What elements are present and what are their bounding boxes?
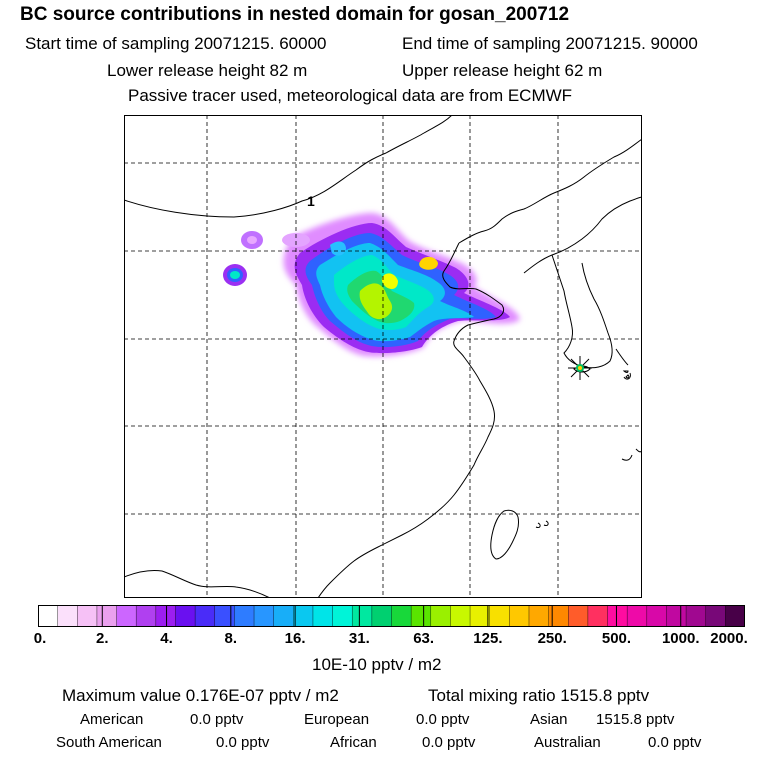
- figure-title: BC source contributions in nested domain…: [20, 4, 570, 25]
- colorbar-swatch: [548, 605, 569, 627]
- colorbar-tick-label: 31.: [348, 630, 370, 647]
- coastlines: [124, 115, 642, 598]
- colorbar-swatch: [273, 605, 294, 627]
- colorbar-swatch: [646, 605, 668, 627]
- colorbar-tick-label: 63.: [413, 630, 435, 647]
- colorbar-swatch: [686, 605, 707, 627]
- colorbar-tick-label: 125.: [473, 630, 503, 647]
- colorbar-tick-label: 8.: [224, 630, 238, 647]
- colorbar-swatch: [234, 605, 255, 627]
- colorbar-swatch: [312, 605, 334, 627]
- colorbar-swatch: [371, 605, 393, 627]
- region-name-australian: Australian: [534, 734, 601, 751]
- colorbar-swatch: [77, 605, 98, 627]
- colorbar-swatch: [705, 605, 726, 627]
- colorbar-unit-label: 10E-10 pptv / m2: [312, 655, 442, 674]
- colorbar-swatch: [430, 605, 452, 627]
- colorbar-tick-label: 4.: [160, 630, 173, 647]
- colorbar-tick-label: 250.: [537, 630, 567, 647]
- colorbar-swatch: [155, 605, 177, 627]
- region-name-american: American: [80, 711, 144, 728]
- total-mixing-label: Total mixing ratio 1515.8 pptv: [428, 686, 650, 705]
- colorbar-tick-label: 1000.: [661, 630, 700, 647]
- colorbar-swatch: [509, 605, 530, 627]
- colorbar-swatch: [489, 605, 510, 627]
- colorbar-swatch: [116, 605, 137, 627]
- colorbar-swatch: [57, 605, 78, 627]
- upper-height-label: Upper release height 62 m: [402, 61, 603, 80]
- start-time-label: Start time of sampling 20071215. 60000: [25, 34, 327, 53]
- colorbar-swatch: [587, 605, 609, 627]
- colorbar-swatch: [666, 605, 687, 627]
- colorbar-swatch: [450, 605, 471, 627]
- colorbar-swatch: [568, 605, 589, 627]
- colorbar-swatch: [293, 605, 314, 627]
- colorbar-tick-label: 500.: [601, 630, 632, 647]
- colorbar: [38, 605, 745, 627]
- graticule: [124, 115, 642, 598]
- colorbar-swatch: [175, 605, 196, 627]
- max-value-label: Maximum value 0.176E-07 pptv / m2: [62, 686, 339, 705]
- colorbar-swatch: [391, 605, 412, 627]
- region-value-american: 0.0 pptv: [190, 711, 244, 728]
- region-name-asian: Asian: [530, 711, 568, 728]
- colorbar-swatch: [627, 605, 648, 627]
- colorbar-swatch: [214, 605, 235, 627]
- colorbar-tick-label: 2.: [96, 630, 109, 647]
- region-value-african: 0.0 pptv: [422, 734, 476, 751]
- colorbar-swatch: [96, 605, 118, 627]
- star-icon: [568, 356, 592, 380]
- colorbar-swatch: [352, 605, 373, 627]
- region-value-asian: 1515.8 pptv: [596, 711, 675, 728]
- colorbar-swatch: [136, 605, 157, 627]
- colorbar-swatch: [38, 605, 59, 627]
- region-value-european: 0.0 pptv: [416, 711, 470, 728]
- region-value-australian: 0.0 pptv: [648, 734, 702, 751]
- colorbar-tick-label: 2000.: [710, 630, 748, 647]
- tracer-note: Passive tracer used, meteorological data…: [128, 86, 573, 105]
- region-value-south-american: 0.0 pptv: [216, 734, 270, 751]
- colorbar-tick-label: 0.: [33, 630, 47, 647]
- colorbar-swatch: [411, 605, 432, 627]
- region-name-european: European: [304, 711, 370, 728]
- lower-height-label: Lower release height 82 m: [107, 61, 308, 80]
- map-label-1: 1: [307, 193, 315, 209]
- colorbar-swatch: [195, 605, 216, 627]
- concentration-plume: [223, 212, 520, 357]
- colorbar-swatch: [528, 605, 550, 627]
- colorbar-swatch: [470, 605, 491, 627]
- end-time-label: End time of sampling 20071215. 90000: [402, 34, 698, 53]
- colorbar-swatch: [725, 605, 745, 627]
- map-panel: 1: [124, 115, 642, 598]
- colorbar-swatch: [607, 605, 628, 627]
- region-name-african: African: [330, 734, 377, 751]
- colorbar-swatch: [332, 605, 353, 627]
- region-name-south-american: South American: [56, 734, 162, 751]
- colorbar-swatch: [254, 605, 275, 627]
- colorbar-tick-label: 16.: [284, 630, 306, 647]
